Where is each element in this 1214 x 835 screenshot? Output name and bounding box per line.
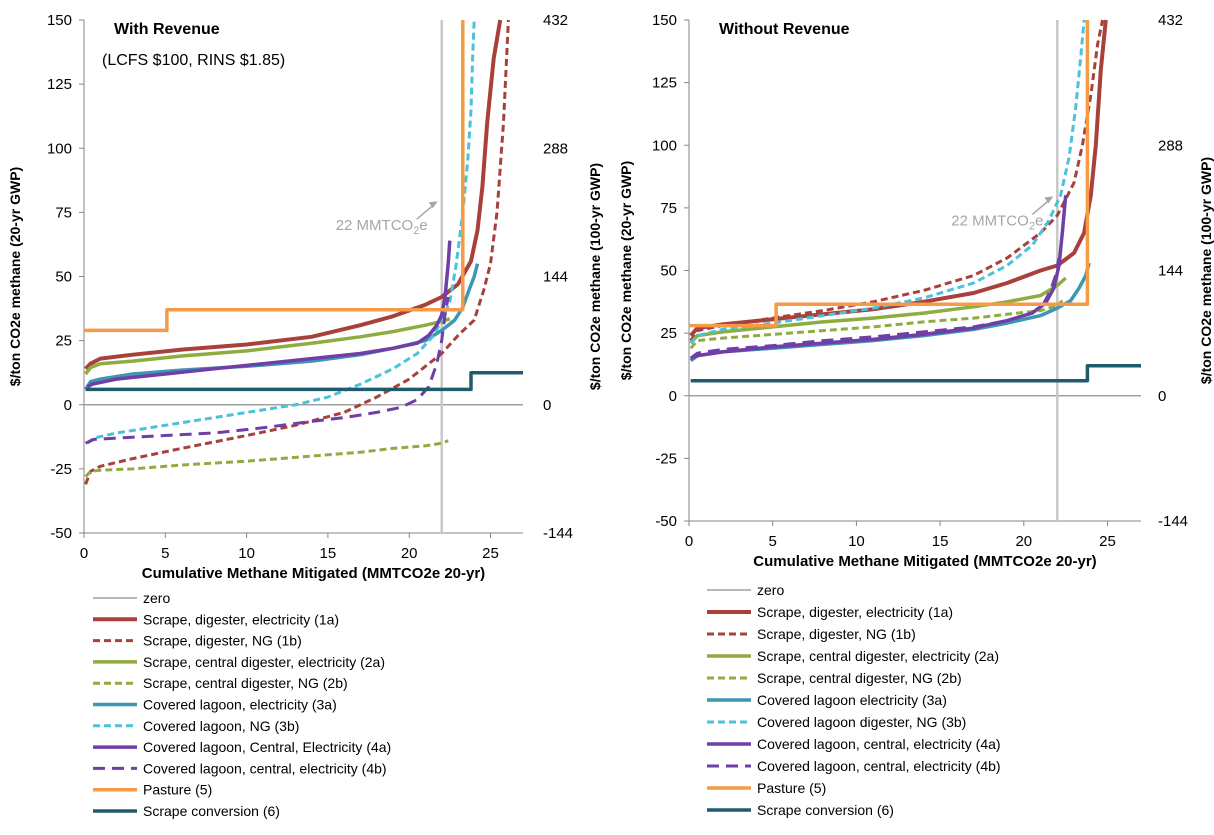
legend-label: Pasture (5)	[757, 780, 826, 796]
series-line-10	[85, 370, 523, 392]
legend-label: Scrape conversion (6)	[143, 803, 280, 819]
x-tick-label: 5	[769, 533, 777, 550]
y-tick-label: 25	[660, 325, 677, 342]
x-axis-label: Cumulative Methane Mitigated (MMTCO2e 20…	[142, 565, 485, 582]
x-tick-label: 15	[320, 545, 337, 562]
series-line-6	[86, 19, 476, 445]
y-tick-label: -25	[50, 461, 72, 478]
chart-panel-1: -50 -25 0 25 50 75 100 125 150 -144 0 144 288 432 0 5 10…	[7, 12, 603, 819]
x-tick-label: 10	[848, 533, 865, 550]
x-tick-label: 20	[401, 545, 418, 562]
y-tick-label: 150	[47, 12, 72, 29]
x-tick-label: 5	[161, 545, 169, 562]
y-tick-label: 100	[652, 137, 677, 154]
series-line-6	[689, 19, 1086, 345]
legend-label: Covered lagoon, NG (3b)	[143, 718, 299, 734]
series-line-10	[690, 363, 1141, 383]
y-tick-label: 150	[652, 12, 677, 29]
y-axis-label: $/ton CO2e methane (20-yr GWP)	[618, 161, 634, 380]
legend-label: Scrape conversion (6)	[757, 802, 894, 818]
y-tick-label: 100	[47, 140, 72, 157]
legend-label: Covered lagoon electricity (3a)	[757, 692, 947, 708]
legend-label: Pasture (5)	[143, 782, 212, 798]
series-line-1	[689, 19, 1108, 337]
y-axis-label: $/ton CO2e methane (20-yr GWP)	[7, 167, 23, 386]
y-tick-label: -25	[655, 450, 677, 467]
y2-axis-label: $/ton CO2e methane (100-yr GWP)	[1198, 157, 1214, 384]
chart-panel-2: -50 -25 0 25 50 75 100 125 150 -144 0 144 288 432 0 5 10…	[618, 12, 1214, 818]
chart-subtitle: (LCFS $100, RINS $1.85)	[102, 52, 285, 69]
legend-label: Covered lagoon digester, NG (3b)	[757, 714, 966, 730]
y2-tick-label: 0	[1158, 388, 1166, 405]
legend-label: Scrape, central digester, NG (2b)	[143, 675, 348, 691]
y2-tick-label: 432	[543, 12, 568, 29]
y2-tick-label: 144	[543, 269, 568, 286]
legend-label: Scrape, digester, NG (1b)	[143, 633, 302, 649]
legend-label: Covered lagoon, Central, Electricity (4a…	[143, 739, 391, 755]
series-line-2	[689, 19, 1104, 342]
legend-label: Covered lagoon, central, electricity (4b…	[757, 758, 1001, 774]
y2-tick-label: -144	[543, 525, 573, 542]
series-line-9	[84, 20, 465, 333]
y2-tick-label: 144	[1158, 263, 1183, 280]
legend-label: Scrape, central digester, electricity (2…	[143, 654, 385, 670]
y-tick-label: -50	[50, 525, 72, 542]
y2-axis-label: $/ton CO2e methane (100-yr GWP)	[587, 163, 603, 390]
y-tick-label: 50	[660, 263, 677, 280]
legend-label: Covered lagoon, central, electricity (4a…	[757, 736, 1001, 752]
x-tick-label: 25	[1099, 533, 1116, 550]
series-line-9	[689, 20, 1090, 328]
legend: zero Scrape, digester, electricity (1a) Sc…	[93, 590, 391, 819]
x-tick-label: 15	[932, 533, 949, 550]
legend-label: Scrape, digester, electricity (1a)	[143, 611, 339, 627]
legend-label: Covered lagoon, central, electricity (4b…	[143, 760, 387, 776]
annotation-arrowhead	[1044, 196, 1054, 204]
y-tick-label: 25	[55, 333, 72, 350]
y-tick-label: 75	[55, 204, 72, 221]
legend-label: Scrape, digester, NG (1b)	[757, 626, 916, 642]
series-line-4	[689, 299, 1064, 350]
series-line-8	[689, 257, 1061, 360]
y-tick-label: 0	[669, 388, 677, 405]
x-tick-label: 20	[1015, 533, 1032, 550]
y-tick-label: 125	[652, 75, 677, 92]
x-tick-label: 0	[685, 533, 693, 550]
legend-label: Scrape, digester, electricity (1a)	[757, 604, 953, 620]
y2-tick-label: 432	[1158, 12, 1183, 29]
annotation-arrowhead	[428, 201, 438, 209]
series-line-4	[84, 439, 449, 478]
series-line-7	[86, 240, 452, 389]
legend: zero Scrape, digester, electricity (1a) Sc…	[707, 582, 1001, 818]
y2-tick-label: -144	[1158, 513, 1188, 530]
legend-label: Scrape, central digester, NG (2b)	[757, 670, 962, 686]
y-tick-label: -50	[655, 513, 677, 530]
annotation-label: 22 MMTCO2e	[951, 212, 1043, 232]
series-line-2	[84, 19, 510, 485]
x-tick-label: 25	[482, 545, 499, 562]
x-tick-label: 0	[80, 545, 88, 562]
legend-label: Scrape, central digester, electricity (2…	[757, 648, 999, 664]
y-tick-label: 50	[55, 269, 72, 286]
series-line-3	[689, 276, 1067, 345]
y2-tick-label: 0	[543, 397, 551, 414]
series-line-3	[84, 317, 451, 376]
y-tick-label: 125	[47, 76, 72, 93]
y2-tick-label: 288	[1158, 137, 1183, 154]
series-line-1	[84, 19, 503, 371]
chart-title: Without Revenue	[719, 21, 850, 38]
series-line-8	[84, 296, 450, 445]
x-tick-label: 10	[238, 545, 255, 562]
y-tick-label: 0	[64, 397, 72, 414]
annotation-label: 22 MMTCO2e	[336, 217, 428, 237]
y-tick-label: 75	[660, 200, 677, 217]
legend-label: zero	[757, 582, 784, 598]
legend-label: zero	[143, 590, 170, 606]
y2-tick-label: 288	[543, 140, 568, 157]
x-axis-label: Cumulative Methane Mitigated (MMTCO2e 20…	[753, 553, 1096, 570]
legend-label: Covered lagoon, electricity (3a)	[143, 697, 337, 713]
chart-title: With Revenue	[114, 21, 220, 38]
